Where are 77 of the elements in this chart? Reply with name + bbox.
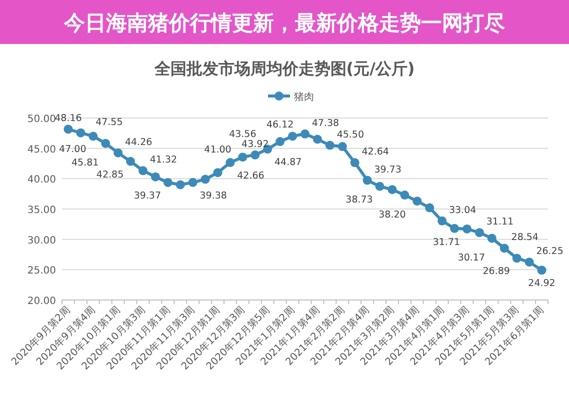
point xyxy=(163,178,172,187)
chart-title: 全国批发市场周均价走势图(元/公斤) xyxy=(153,59,415,78)
data-label: 47.00 xyxy=(59,144,86,156)
data-label: 26.25 xyxy=(536,246,564,258)
point xyxy=(88,132,98,141)
y-tick-label: 25.00 xyxy=(27,266,56,277)
point xyxy=(300,129,310,138)
data-label: 39.37 xyxy=(134,190,162,202)
data-label: 43.56 xyxy=(229,129,256,140)
point xyxy=(524,258,534,267)
data-label: 28.54 xyxy=(511,232,538,244)
y-tick-label: 35.00 xyxy=(27,205,56,216)
point xyxy=(176,180,185,190)
point xyxy=(474,228,484,238)
legend-label: 猪肉 xyxy=(294,91,314,103)
data-label: 39.38 xyxy=(200,190,227,202)
point xyxy=(462,224,472,234)
point xyxy=(126,156,136,166)
data-label: 42.64 xyxy=(362,146,389,158)
data-label: 38.73 xyxy=(346,194,373,206)
point xyxy=(276,137,285,146)
data-label: 41.32 xyxy=(150,154,178,166)
point xyxy=(188,178,198,187)
point xyxy=(64,124,73,134)
data-label: 44.87 xyxy=(274,157,302,168)
data-label: 42.85 xyxy=(96,169,124,180)
data-label: 47.55 xyxy=(96,116,123,128)
point xyxy=(388,185,397,194)
data-label: 24.92 xyxy=(528,278,556,290)
point xyxy=(76,128,86,138)
data-label: 33.04 xyxy=(448,204,476,216)
y-tick-label: 40.00 xyxy=(27,174,56,186)
point xyxy=(101,138,110,148)
point xyxy=(325,140,334,150)
point xyxy=(213,168,222,178)
point xyxy=(450,224,460,233)
point xyxy=(312,134,322,144)
point xyxy=(350,158,360,168)
point xyxy=(250,150,260,160)
data-label: 31.71 xyxy=(432,236,460,248)
data-label: 44.26 xyxy=(124,136,152,148)
data-label: 48.16 xyxy=(54,113,82,124)
point xyxy=(114,148,123,158)
point xyxy=(512,254,522,263)
point xyxy=(238,152,248,162)
point xyxy=(438,216,447,226)
data-label: 43.92 xyxy=(242,138,269,150)
data-label: 42.66 xyxy=(237,170,264,182)
data-label: 30.17 xyxy=(458,252,486,264)
data-label: 38.20 xyxy=(378,210,406,221)
y-tick-label: 30.00 xyxy=(27,235,56,246)
point xyxy=(412,196,422,206)
point xyxy=(138,166,148,176)
data-label: 47.38 xyxy=(312,118,340,129)
data-label: 46.12 xyxy=(266,120,294,131)
y-tick-label: 20.00 xyxy=(27,296,56,307)
point xyxy=(375,182,384,191)
data-label: 26.89 xyxy=(482,266,510,278)
data-label: 39.73 xyxy=(374,164,402,176)
point xyxy=(400,190,410,200)
y-tick-label: 50.00 xyxy=(27,114,56,125)
point xyxy=(288,132,298,141)
point xyxy=(487,234,496,243)
data-label: 45.81 xyxy=(72,157,99,168)
point xyxy=(362,176,372,185)
point xyxy=(226,158,235,168)
point xyxy=(150,172,160,182)
text: 今日海南猪价行情更新，最新价格走势一网打尽 xyxy=(63,11,506,35)
point xyxy=(338,142,347,152)
data-label: 31.11 xyxy=(486,216,514,228)
data-label: 45.50 xyxy=(336,129,364,140)
y-tick-label: 45.00 xyxy=(27,144,56,156)
point xyxy=(537,266,546,275)
point xyxy=(425,203,434,212)
point xyxy=(500,244,509,253)
point xyxy=(200,174,210,184)
data-label: 41.00 xyxy=(204,144,232,156)
